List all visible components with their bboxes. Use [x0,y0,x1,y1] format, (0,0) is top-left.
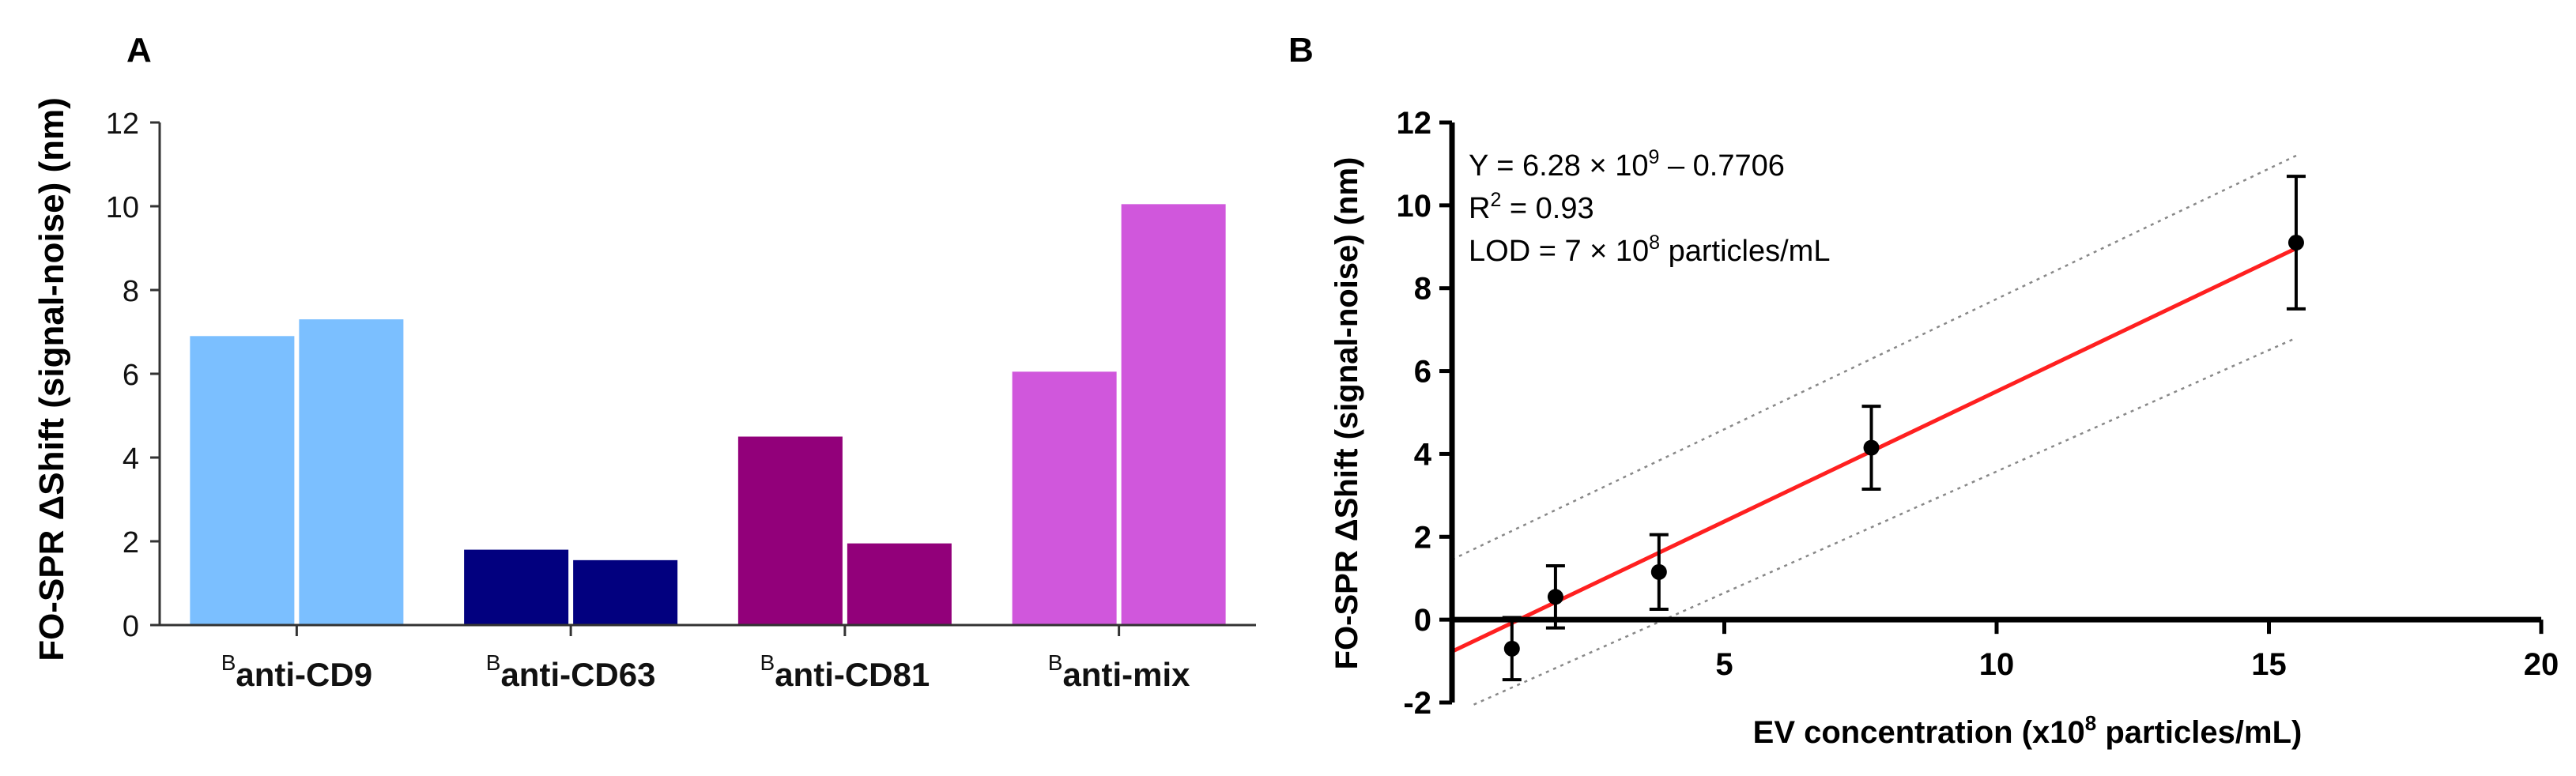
panel-b: B FO-SPR ΔShift (signal-noise) (nm) -2 0 2… [1288,31,2559,750]
category-label: Banti-CD63 [486,650,656,693]
panel-b-x-tick-label: 15 [2251,647,2287,682]
panel-b-annotation: Y = 6.28 × 109 – 0.7706 R2 = 0.93 LOD = … [1469,146,1830,268]
category-label: Banti-mix [1048,650,1190,693]
panel-b-y-tick-label: 10 [1397,189,1432,224]
data-point [1863,439,1880,456]
panel-b-x-ticks: 5 10 15 20 [1715,620,2559,682]
panel-a-y-tick-label: 0 [123,610,139,643]
data-point [1547,589,1563,605]
panel-b-y-tick-label: 4 [1414,437,1432,472]
panel-b-x-tick-label: 20 [2524,647,2559,682]
panel-a-y-tick-label: 8 [123,275,139,308]
panel-a-y-tick-label: 6 [123,359,139,392]
panel-b-y-tick-label: 2 [1414,520,1431,555]
panel-b-x-tick-label: 10 [1979,647,2015,682]
data-point [1503,640,1520,657]
bar [464,549,569,625]
bar [573,559,678,625]
bar [1121,204,1226,626]
r-squared-text: R2 = 0.93 [1469,189,1594,225]
bar [190,336,295,625]
panel-b-y-ticks: -2 0 2 4 6 8 10 12 [1397,106,1452,721]
panel-b-confidence-band [1451,154,2297,706]
bar [737,436,843,625]
bar [1012,371,1117,625]
data-point [1650,563,1667,580]
panel-a-y-tick-label: 2 [123,526,139,559]
panel-b-y-tick-label: 0 [1414,603,1431,638]
panel-a-y-tick-labels: 0 2 4 6 8 10 12 [106,107,139,643]
panel-b-y-tick-label: -2 [1403,686,1431,721]
ci-upper-line [1451,154,2297,561]
bar [299,319,404,625]
panel-a: A FO-SPR ΔShift (signal-noise) (nm) 0 2 4 6… [32,31,1256,693]
panel-a-y-tick-label: 4 [123,443,139,476]
panel-b-data-points [1502,175,2306,682]
panel-a-category-labels: Banti-CD9 Banti-CD63 Banti-CD81 Banti-mix [221,650,1190,693]
panel-a-label: A [126,31,152,70]
panel-a-x-tick-marks [295,625,1121,636]
panel-a-y-tick-label: 12 [106,107,139,141]
equation-text: Y = 6.28 × 109 – 0.7706 [1469,146,1785,183]
panel-b-x-tick-label: 5 [1715,647,1733,682]
lod-text: LOD = 7 × 108 particles/mL [1469,232,1830,268]
panel-b-x-axis-title: EV concentration (x108 particles/mL) [1753,711,2303,750]
panel-b-label: B [1288,31,1314,70]
panel-a-bars [190,204,1226,626]
panel-a-y-tick-marks [150,121,160,627]
panel-a-y-tick-label: 10 [106,191,139,224]
category-label: Banti-CD9 [221,650,372,693]
bar [847,543,952,625]
panel-b-y-tick-label: 8 [1414,272,1431,307]
panel-b-y-tick-label: 6 [1414,355,1431,390]
data-point [2287,235,2304,251]
category-label: Banti-CD81 [760,650,930,693]
panel-b-y-axis-title: FO-SPR ΔShift (signal-noise) (nm) [1329,157,1364,670]
panel-a-y-axis-title: FO-SPR ΔShift (signal-noise) (nm) [32,97,71,661]
ci-lower-line [1473,337,2297,706]
panel-b-y-tick-label: 12 [1397,106,1432,141]
